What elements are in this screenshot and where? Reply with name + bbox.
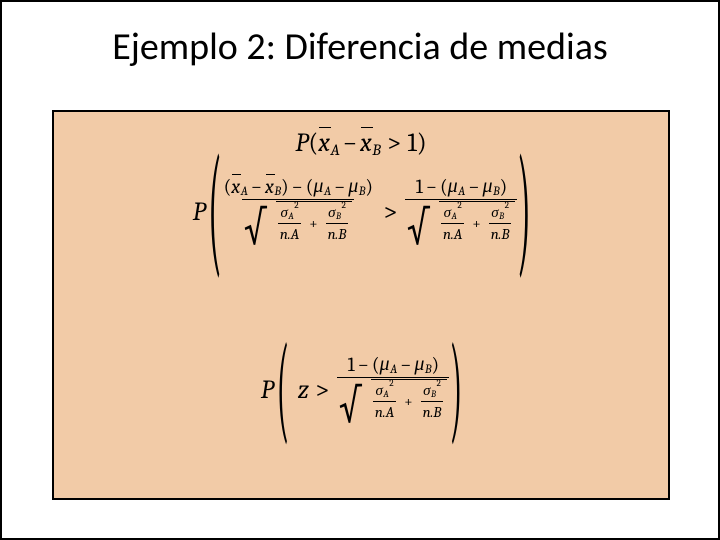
rhs-fraction-3: 1 − ( μA − μB ) √ σA2 (337, 352, 449, 427)
symbol-z: z (298, 375, 309, 405)
minus: − (343, 128, 357, 158)
lhs-fraction: ( xA − xB ) − ( μA − μB ) √ (222, 174, 375, 249)
sub-B: B (372, 141, 381, 160)
lhs-numerator: ( xA − xB ) − ( μA − μB ) (222, 174, 375, 199)
big-lparen: ( (276, 321, 289, 459)
slide-title: Ejemplo 2: Diferencia de medias (2, 24, 718, 70)
symbol-P: P (261, 375, 274, 405)
lhs-denominator: √ σA2 n.A + σB2 n.B (242, 199, 354, 249)
rparen: ) (417, 128, 427, 158)
rhs-denominator: √ σA2 n.A + σB2 n.B (405, 199, 517, 249)
symbol-P: P (295, 128, 308, 158)
one: 1 (407, 128, 416, 158)
big-lparen: ( (208, 128, 222, 296)
slide: Ejemplo 2: Diferencia de medias P ( xA −… (0, 0, 720, 540)
sub-A: A (330, 141, 339, 160)
sqrt: √ σA2 n.A + σB2 n.B (244, 201, 352, 249)
xbar-B: x (360, 128, 372, 158)
rhs-fraction: 1 − ( μA − μB ) √ σA2 (405, 174, 517, 249)
symbol-P: P (193, 197, 206, 227)
xbar-A: x (318, 128, 330, 158)
big-rparen: ) (450, 321, 463, 459)
big-rparen: ) (517, 128, 531, 296)
equation-1: P ( xA − xB > 1 ) (54, 126, 668, 158)
equation-3: P ( z > 1 − ( μA − μB ) (54, 352, 668, 427)
math-box: P ( xA − xB > 1 ) P ( ( xA (52, 110, 670, 500)
gt: > (383, 197, 397, 227)
lparen: ( (308, 128, 318, 158)
gt: > (387, 128, 401, 158)
gt: > (315, 375, 329, 405)
rhs-numerator: 1 − ( μA − μB ) (414, 174, 510, 199)
equation-2: P ( ( xA − xB ) − ( μA − μB (54, 174, 668, 249)
